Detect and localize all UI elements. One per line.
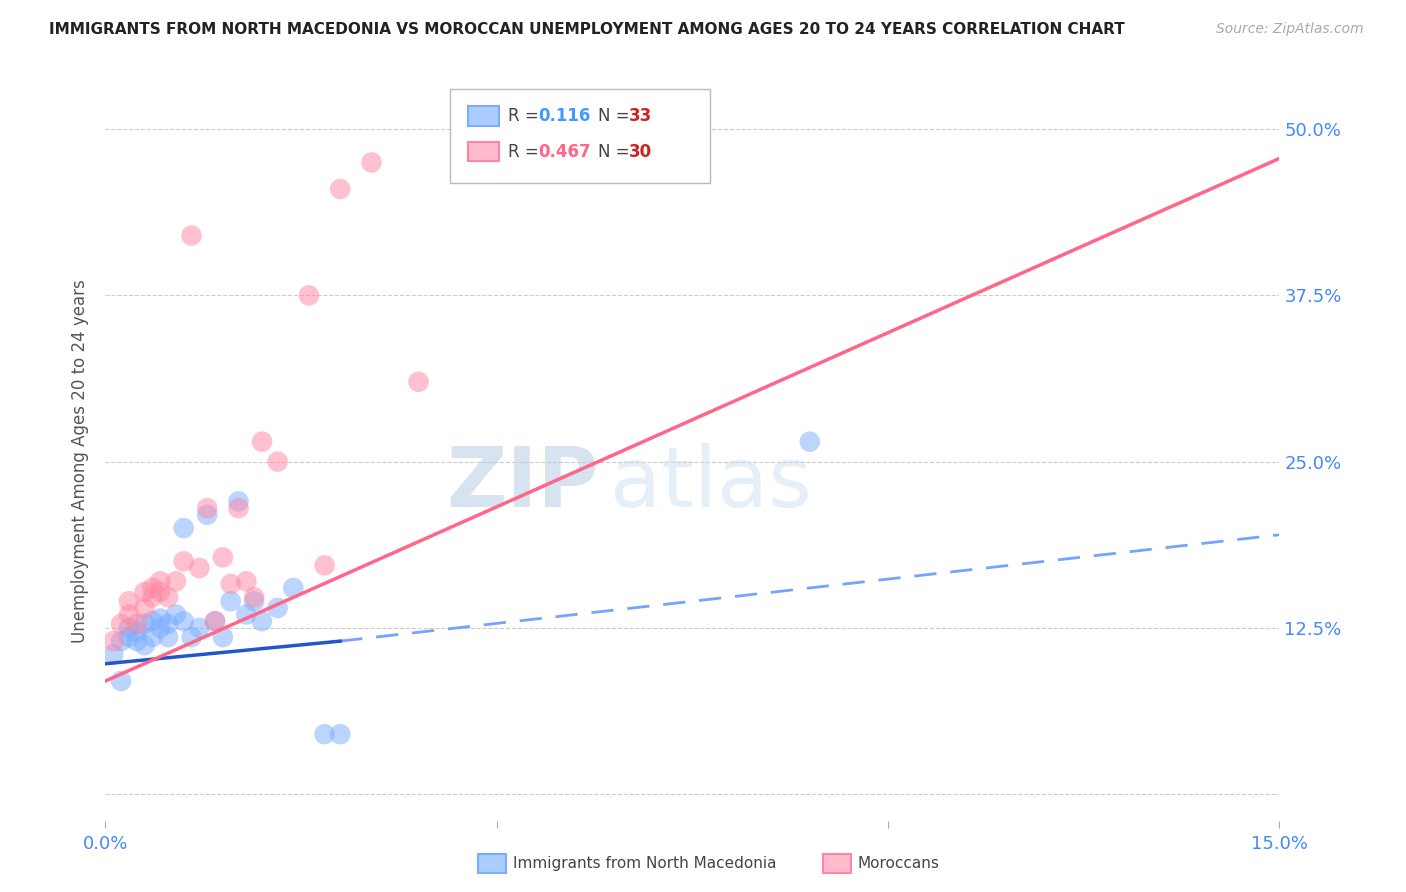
- Point: [266, 455, 288, 469]
- Text: Source: ZipAtlas.com: Source: ZipAtlas.com: [1216, 22, 1364, 37]
- Point: [180, 228, 202, 243]
- Text: atlas: atlas: [610, 442, 813, 524]
- Point: [211, 550, 233, 565]
- Point: [250, 434, 273, 449]
- Point: [134, 616, 156, 631]
- Point: [283, 581, 305, 595]
- Text: R =: R =: [508, 107, 544, 125]
- Text: R =: R =: [508, 143, 544, 161]
- Point: [314, 558, 336, 573]
- Text: N =: N =: [598, 107, 634, 125]
- Point: [134, 638, 156, 652]
- Point: [157, 591, 180, 605]
- Point: [118, 621, 141, 635]
- Point: [149, 585, 172, 599]
- Text: 30: 30: [628, 143, 651, 161]
- Text: Moroccans: Moroccans: [858, 856, 939, 871]
- Point: [235, 607, 257, 622]
- Point: [235, 574, 257, 589]
- Point: [110, 673, 132, 688]
- Point: [141, 614, 163, 628]
- Point: [141, 591, 163, 605]
- Point: [799, 434, 821, 449]
- Point: [180, 630, 202, 644]
- Point: [165, 607, 187, 622]
- Text: ZIP: ZIP: [446, 442, 599, 524]
- Point: [149, 621, 172, 635]
- Point: [157, 616, 180, 631]
- Point: [329, 727, 352, 741]
- Point: [298, 288, 321, 302]
- Point: [110, 616, 132, 631]
- Point: [204, 614, 226, 628]
- Point: [195, 501, 218, 516]
- Point: [118, 630, 141, 644]
- Point: [103, 634, 125, 648]
- Point: [228, 494, 250, 508]
- Point: [157, 630, 180, 644]
- Point: [110, 634, 132, 648]
- Point: [134, 600, 156, 615]
- Point: [173, 554, 195, 568]
- Point: [266, 600, 288, 615]
- Point: [314, 727, 336, 741]
- Point: [125, 634, 148, 648]
- Point: [118, 594, 141, 608]
- Point: [211, 630, 233, 644]
- Point: [250, 614, 273, 628]
- Point: [125, 624, 148, 639]
- Point: [195, 508, 218, 522]
- Point: [360, 155, 382, 169]
- Point: [243, 591, 266, 605]
- Point: [149, 574, 172, 589]
- Point: [228, 501, 250, 516]
- Point: [204, 614, 226, 628]
- Point: [134, 585, 156, 599]
- Point: [243, 594, 266, 608]
- Text: 0.467: 0.467: [538, 143, 591, 161]
- Point: [188, 561, 211, 575]
- Point: [173, 521, 195, 535]
- Point: [118, 607, 141, 622]
- Point: [188, 621, 211, 635]
- Point: [165, 574, 187, 589]
- Point: [219, 594, 242, 608]
- Point: [103, 648, 125, 662]
- Point: [173, 614, 195, 628]
- Point: [141, 581, 163, 595]
- Text: 33: 33: [628, 107, 652, 125]
- Point: [149, 611, 172, 625]
- Text: N =: N =: [598, 143, 634, 161]
- Point: [408, 375, 430, 389]
- Y-axis label: Unemployment Among Ages 20 to 24 years: Unemployment Among Ages 20 to 24 years: [72, 280, 90, 643]
- Point: [329, 182, 352, 196]
- Text: Immigrants from North Macedonia: Immigrants from North Macedonia: [513, 856, 776, 871]
- Text: IMMIGRANTS FROM NORTH MACEDONIA VS MOROCCAN UNEMPLOYMENT AMONG AGES 20 TO 24 YEA: IMMIGRANTS FROM NORTH MACEDONIA VS MOROC…: [49, 22, 1125, 37]
- Point: [219, 577, 242, 591]
- Text: 0.116: 0.116: [538, 107, 591, 125]
- Point: [125, 616, 148, 631]
- Point: [141, 630, 163, 644]
